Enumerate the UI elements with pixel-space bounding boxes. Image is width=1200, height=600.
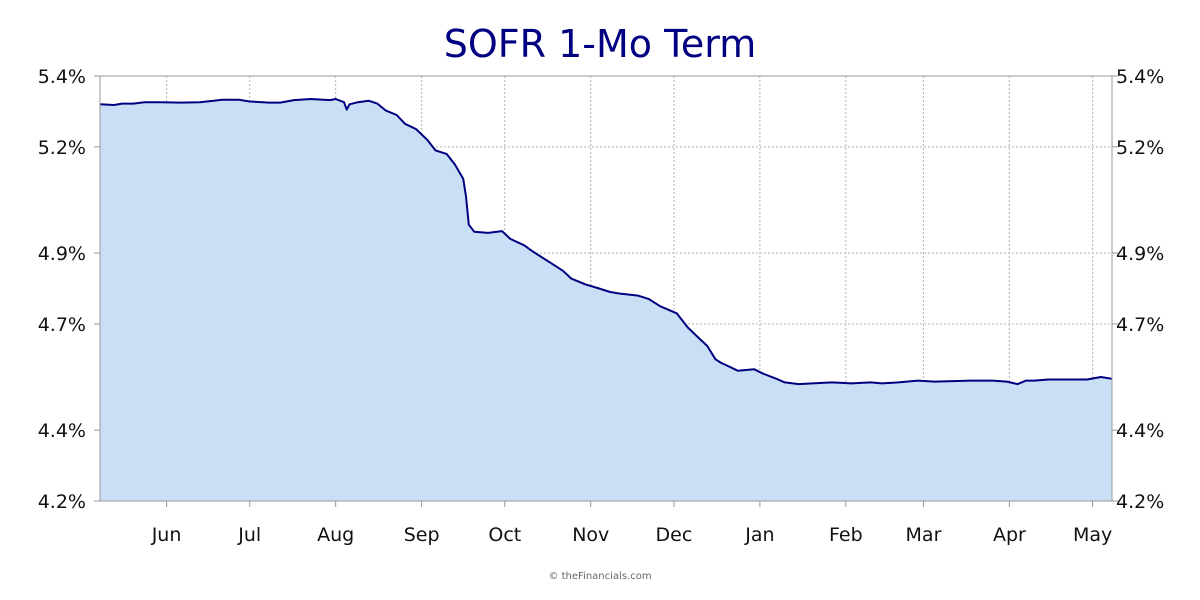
- y-tick-label-right: 4.4%: [1116, 420, 1164, 442]
- y-tick-label-left: 5.4%: [38, 66, 86, 88]
- x-tick-label: May: [1073, 524, 1112, 546]
- x-tick-label: Jun: [151, 524, 182, 546]
- y-tick-label-right: 4.2%: [1116, 491, 1164, 513]
- y-axis-right: 4.2% 4.4% 4.7% 4.9% 5.2% 5.4%: [1112, 66, 1164, 513]
- chart-credit: © theFinancials.com: [548, 571, 651, 582]
- y-tick-label-left: 4.4%: [38, 420, 86, 442]
- y-tick-label-left: 5.2%: [38, 137, 86, 159]
- x-tick-label: Jul: [237, 524, 261, 546]
- x-tick-label: Aug: [317, 524, 354, 546]
- x-tick-label: Sep: [404, 524, 440, 546]
- x-axis: Jun Jul Aug Sep Oct Nov Dec Jan Feb Mar Apr May: [151, 501, 1112, 546]
- x-tick-label: Nov: [572, 524, 609, 546]
- x-tick-label: Mar: [906, 524, 942, 546]
- series-area: [99, 98, 1113, 501]
- y-tick-label-right: 5.2%: [1116, 137, 1164, 159]
- chart-title: SOFR 1-Mo Term: [444, 22, 756, 66]
- y-tick-label-left: 4.2%: [38, 491, 86, 513]
- y-axis-left: 4.2% 4.4% 4.7% 4.9% 5.2% 5.4%: [38, 66, 100, 513]
- x-tick-label: Apr: [993, 524, 1026, 546]
- series-line: [99, 98, 1113, 386]
- y-tick-label-right: 4.7%: [1116, 314, 1164, 336]
- y-tick-label-right: 5.4%: [1116, 66, 1164, 88]
- y-tick-label-left: 4.9%: [38, 243, 86, 265]
- x-tick-label: Jan: [744, 524, 774, 546]
- y-tick-label-right: 4.9%: [1116, 243, 1164, 265]
- series-fill: [100, 99, 1112, 501]
- x-tick-label: Feb: [829, 524, 863, 546]
- plot-frame: [99, 75, 1113, 502]
- y-tick-label-left: 4.7%: [38, 314, 86, 336]
- x-tick-label: Oct: [488, 524, 521, 546]
- x-tick-label: Dec: [656, 524, 693, 546]
